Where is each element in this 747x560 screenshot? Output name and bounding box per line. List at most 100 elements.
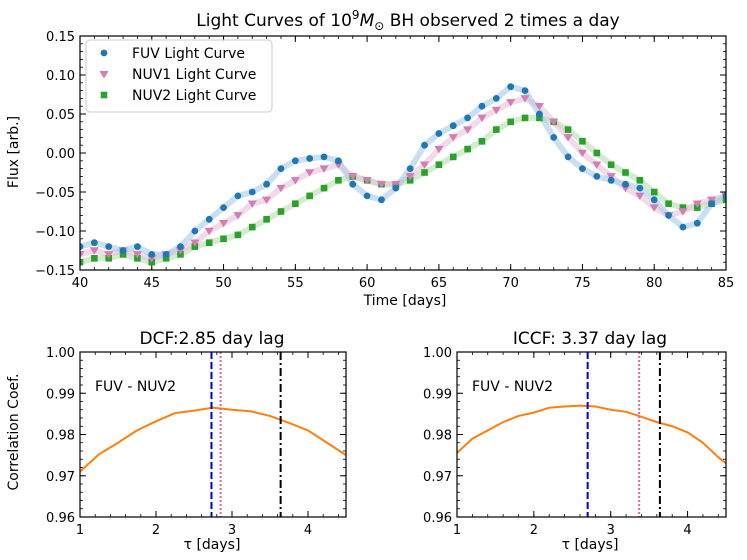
fuv-point [392, 184, 400, 192]
dcf-correlation-curve [79, 406, 347, 473]
fuv-point [650, 196, 658, 204]
band-circle [80, 83, 726, 258]
dcf-ytick-label: 0.99 [46, 387, 75, 402]
light-curve-ytick-label: −0.10 [35, 225, 75, 240]
nuv2-point [665, 200, 672, 207]
fuv-point [90, 239, 98, 247]
nuv1-point [376, 180, 387, 189]
fuv-point [693, 219, 701, 227]
dcf-ytick-label: 0.97 [46, 470, 75, 485]
nuv1-point [448, 134, 458, 142]
nuv1-point [563, 134, 573, 142]
nuv1-point [233, 212, 243, 220]
nuv1-point [477, 114, 487, 123]
nuv1-point [190, 239, 200, 247]
dcf-xtick-label: 3 [228, 523, 236, 538]
fuv-point [406, 165, 414, 173]
nuv2-point [220, 235, 227, 243]
fuv-point [335, 157, 342, 165]
iccf-annotation: FUV - NUV2 [472, 379, 553, 395]
fuv-point [708, 200, 716, 208]
dcf-ytick-label: 1.00 [46, 346, 75, 361]
legend-nuv2-marker [100, 91, 108, 99]
nuv1-point [147, 255, 157, 263]
light-curve-ytick-label: 0.05 [46, 108, 75, 123]
nuv2-point [679, 204, 687, 211]
nuv2-point [234, 231, 242, 239]
fuv-point [421, 141, 428, 149]
iccf-xlabel: τ [days] [562, 537, 619, 553]
nuv2-point [263, 216, 270, 223]
fuv-point [320, 153, 328, 161]
nuv1-point [491, 106, 501, 115]
fuv-point [435, 130, 443, 137]
iccf-xtick-label: 1 [453, 523, 461, 538]
light-curve-ytick-label: 0.10 [46, 69, 75, 84]
light-curve-plot-area: 40 45 50 55 60 65 70 75 80 85 −0.15 −0.10 −0.05 0.00 0… [35, 30, 734, 291]
nuv1-point [620, 184, 631, 193]
nuv1-point [592, 161, 602, 169]
dcf-ytick-label: 0.98 [46, 429, 75, 444]
fuv-point [134, 243, 141, 251]
fuv-point [80, 243, 84, 250]
fuv-point [220, 204, 227, 212]
light-curve-ytick-label: −0.05 [35, 186, 75, 201]
light-curve-xtick-label: 80 [646, 276, 663, 291]
dcf-frame [79, 351, 347, 518]
nuv2-point [80, 258, 84, 266]
dcf-xtick-label: 2 [152, 523, 160, 538]
fuv-point [119, 247, 127, 254]
legend-label: NUV1 Light Curve [132, 67, 256, 83]
fuv-point [378, 196, 385, 204]
nuv1-point [175, 247, 186, 255]
light-curve-title: Light Curves of 109M⊙ BH observed 2 time… [196, 8, 620, 33]
fuv-point [277, 165, 285, 173]
nuv1-point [692, 200, 702, 208]
iccf-title: ICCF: 3.37 day lag [513, 329, 667, 349]
nuv1-point [419, 161, 430, 169]
nuv1-point [333, 161, 343, 169]
nuv2-point [521, 114, 529, 122]
nuv1-point [104, 251, 114, 259]
light-curve-xtick-label: 50 [215, 276, 232, 291]
legend-frame [85, 39, 273, 113]
fuv-point [349, 180, 357, 188]
nuv1-point [218, 219, 229, 228]
nuv2-point [435, 161, 443, 168]
nuv1-point [348, 173, 358, 181]
nuv1-point [434, 145, 444, 154]
fuv-point [564, 153, 572, 161]
nuv2-point [507, 118, 514, 126]
nuv1-point [305, 169, 315, 177]
iccf-plot-area: 1 2 3 4 0.96 0.97 0.98 0.99 1.00 [423, 346, 727, 538]
title-exponent: 9 [352, 8, 360, 22]
iccf-ytick-label: 0.98 [423, 429, 452, 444]
nuv1-point [606, 173, 616, 181]
fuv-point [306, 155, 314, 162]
iccf-ytick-label: 0.97 [423, 470, 452, 485]
fuv-point [507, 83, 515, 91]
iccf-correlation-curve [456, 404, 727, 465]
dcf-xtick-label: 1 [76, 523, 84, 538]
light-curve-xtick-label: 40 [72, 276, 89, 291]
nuv1-point [707, 196, 717, 204]
fuv-point [263, 180, 271, 188]
nuv2-point [650, 188, 658, 196]
iccf-panel: ICCF: 3.37 day lag 1 2 3 40.960.970.980.991… [423, 329, 727, 553]
light-curve-ytick-label: 0.00 [46, 147, 75, 162]
fuv-point [593, 173, 601, 180]
legend-nuv1-marker [99, 71, 109, 79]
dcf-xtick-label: 4 [304, 523, 312, 538]
nuv1-point [391, 180, 401, 189]
nuv1-point [506, 99, 516, 107]
fuv-point [177, 243, 184, 251]
nuv2-point [335, 177, 342, 184]
nuv1-point [204, 227, 214, 236]
fuv-point [607, 176, 615, 184]
dcf-xlabel: τ [days] [184, 537, 241, 553]
light-curve-xtick-label: 65 [431, 276, 448, 291]
nuv2-point [607, 161, 615, 168]
fuv-point [550, 134, 558, 141]
nuv2-point [91, 255, 98, 262]
nuv2-point [493, 126, 500, 133]
